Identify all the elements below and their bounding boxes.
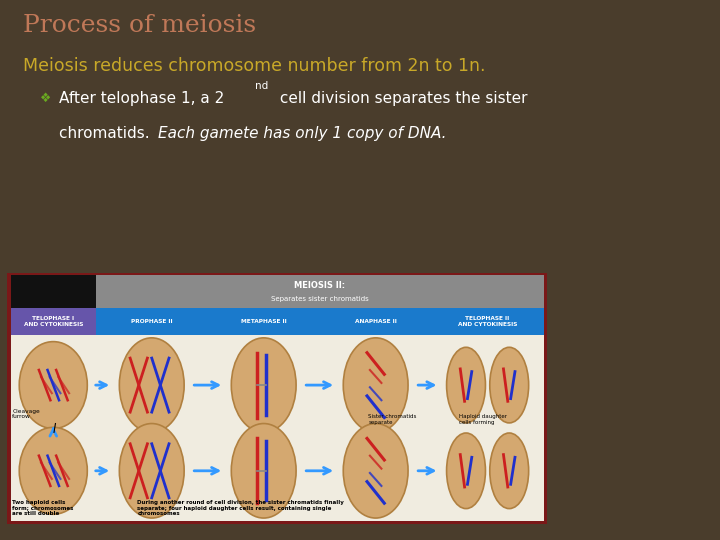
- FancyBboxPatch shape: [96, 308, 544, 335]
- Ellipse shape: [446, 433, 485, 509]
- Text: After telophase 1, a 2: After telophase 1, a 2: [59, 91, 225, 106]
- Ellipse shape: [231, 423, 296, 518]
- Ellipse shape: [19, 342, 87, 429]
- Text: MEIOSIS II:: MEIOSIS II:: [294, 281, 346, 291]
- Text: Each gamete has only 1 copy of DNA.: Each gamete has only 1 copy of DNA.: [158, 126, 447, 141]
- Ellipse shape: [120, 423, 184, 518]
- Text: chromatids.: chromatids.: [59, 126, 155, 141]
- Ellipse shape: [19, 427, 87, 514]
- Ellipse shape: [120, 338, 184, 433]
- Text: METAPHASE II: METAPHASE II: [240, 319, 287, 324]
- Text: ❖: ❖: [40, 92, 51, 105]
- FancyBboxPatch shape: [11, 275, 544, 521]
- Text: cell division separates the sister: cell division separates the sister: [275, 91, 528, 106]
- FancyBboxPatch shape: [7, 273, 547, 524]
- Ellipse shape: [343, 423, 408, 518]
- Ellipse shape: [490, 347, 528, 423]
- Text: TELOPHASE II
AND CYTOKINESIS: TELOPHASE II AND CYTOKINESIS: [458, 316, 517, 327]
- Text: PROPHASE II: PROPHASE II: [131, 319, 173, 324]
- Text: ANAPHASE II: ANAPHASE II: [355, 319, 397, 324]
- Ellipse shape: [446, 347, 485, 423]
- FancyBboxPatch shape: [96, 275, 544, 308]
- Text: During another round of cell division, the sister chromatids finally
separate; f: During another round of cell division, t…: [138, 500, 344, 516]
- FancyBboxPatch shape: [11, 308, 96, 335]
- Ellipse shape: [231, 338, 296, 433]
- Text: Meiosis reduces chromosome number from 2n to 1n.: Meiosis reduces chromosome number from 2…: [23, 57, 485, 75]
- Text: Two haploid cells
form; chromosomes
are still double: Two haploid cells form; chromosomes are …: [12, 500, 73, 516]
- Ellipse shape: [490, 433, 528, 509]
- Ellipse shape: [343, 338, 408, 433]
- Text: Sister chromatids
separate: Sister chromatids separate: [369, 414, 417, 425]
- Text: Haploid daughter
cells forming: Haploid daughter cells forming: [459, 414, 507, 425]
- Text: TELOPHASE I
AND CYTOKINESIS: TELOPHASE I AND CYTOKINESIS: [24, 316, 83, 327]
- Text: Separates sister chromatids: Separates sister chromatids: [271, 296, 369, 302]
- Text: Cleavage
furrow: Cleavage furrow: [12, 409, 40, 420]
- FancyBboxPatch shape: [11, 275, 96, 308]
- Text: nd: nd: [255, 81, 268, 91]
- Text: Process of meiosis: Process of meiosis: [23, 14, 256, 37]
